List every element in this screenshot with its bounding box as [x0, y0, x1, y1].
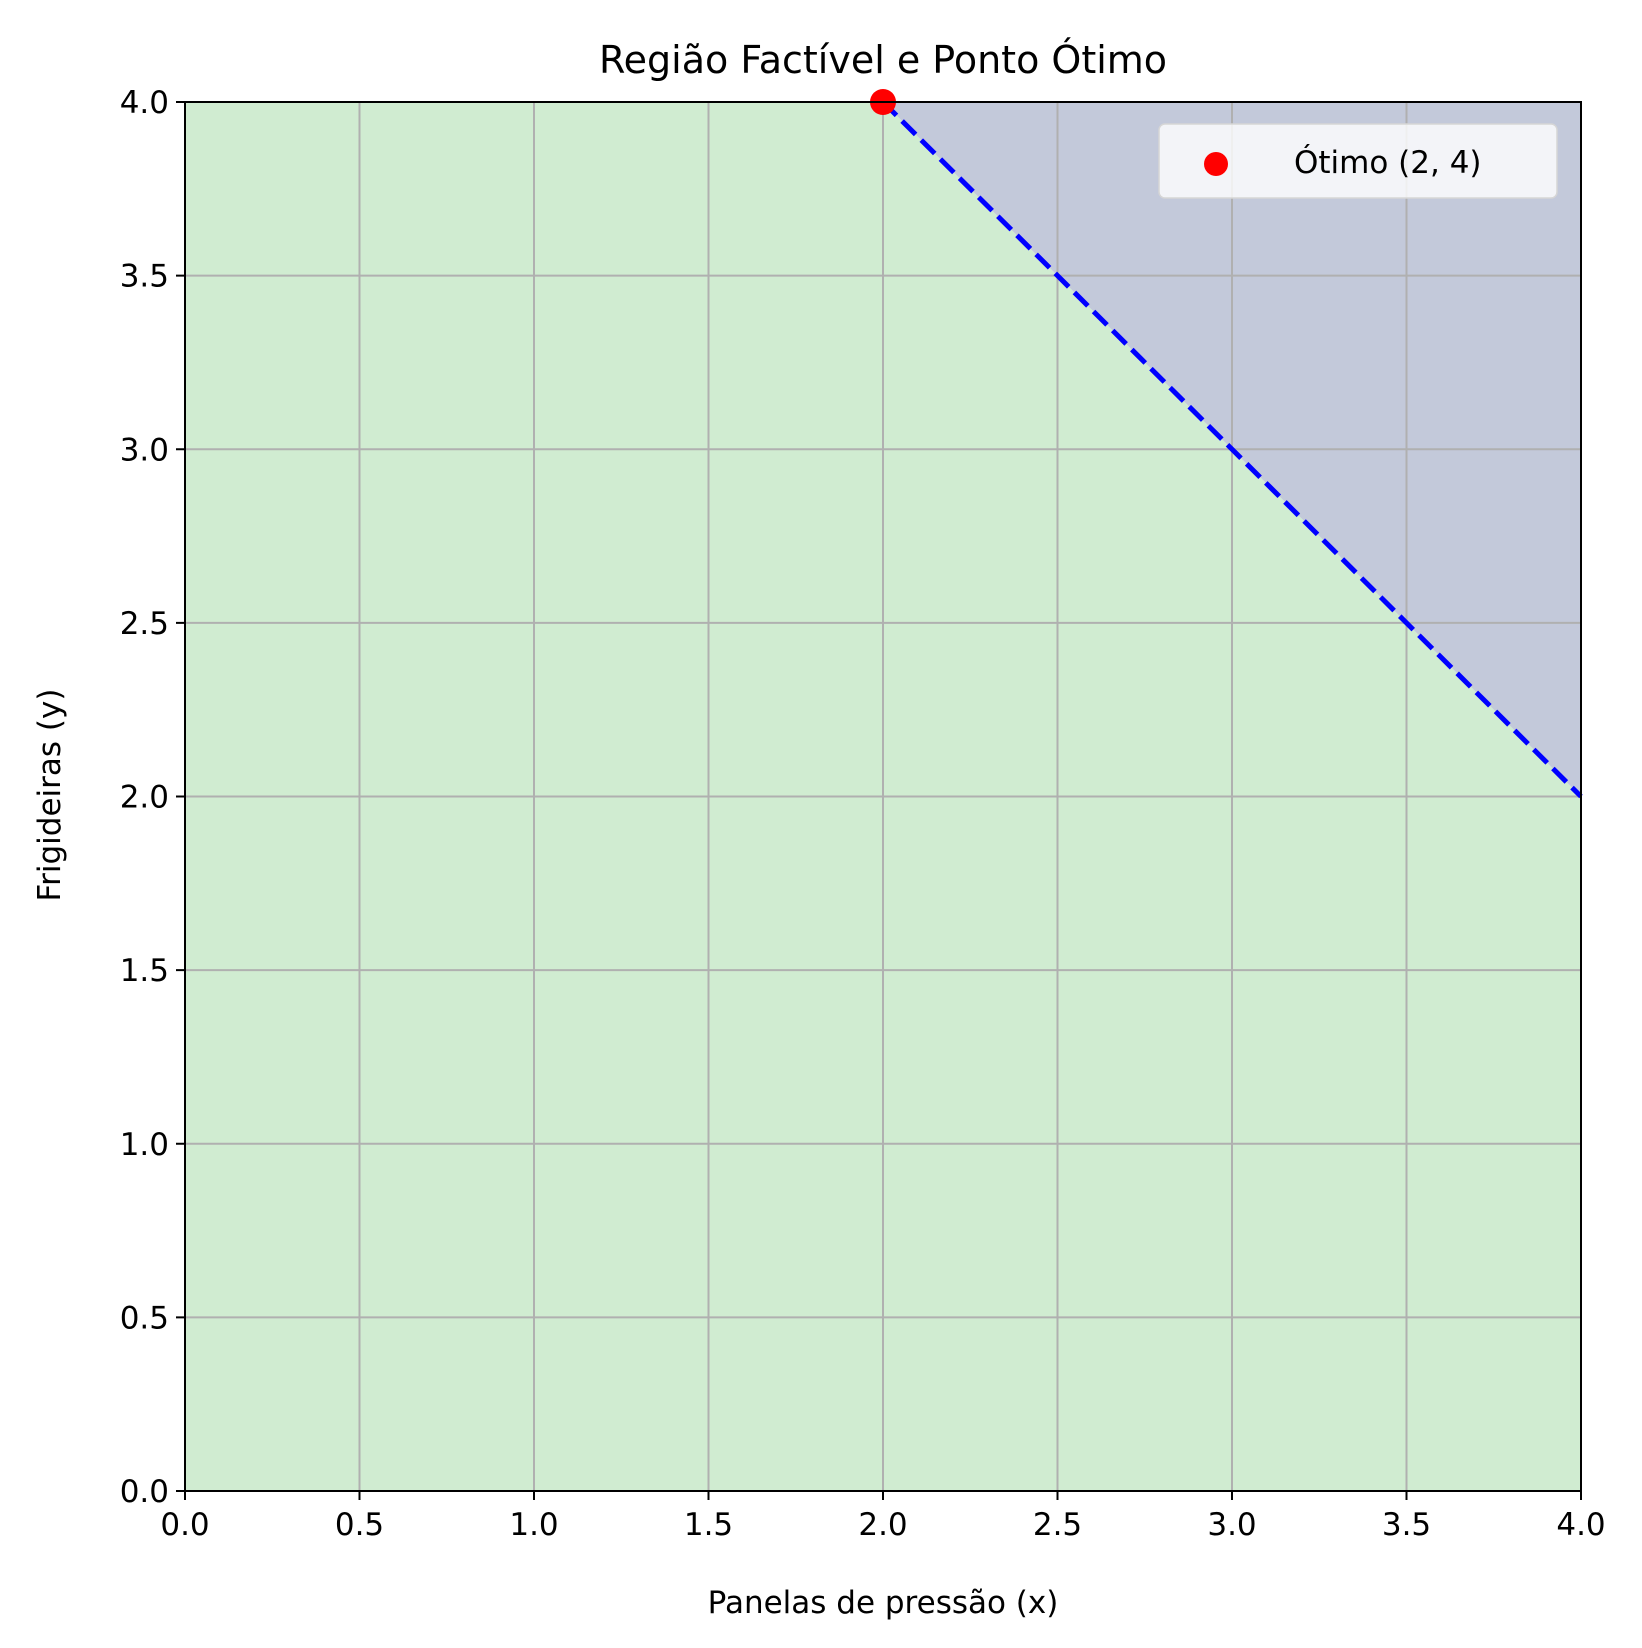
constraint-line-layer [881, 100, 1583, 799]
x-tick-label-1: 0.5 [335, 1507, 384, 1543]
y-tick-label-1: 0.5 [120, 1300, 169, 1336]
y-tick-label-3: 1.5 [120, 953, 169, 989]
y-tick-label-6: 3.0 [120, 432, 169, 468]
legend-box [1158, 123, 1558, 199]
y-tick-label-4: 2.0 [120, 780, 169, 816]
chart-title: Região Factível e Ponto Ótimo [599, 38, 1167, 82]
x-tick-label-2: 1.0 [509, 1507, 558, 1543]
x-tick-label-7: 3.5 [1382, 1507, 1431, 1543]
x-tick-label-5: 2.5 [1033, 1507, 1082, 1543]
y-axis-ticks: 0.0 0.5 1.0 1.5 2.0 2.5 3.0 3.5 4.0 [120, 85, 185, 1510]
y-tick-label-7: 3.5 [120, 259, 169, 295]
y-tick-label-8: 4.0 [120, 85, 169, 121]
x-tick-label-0: 0.0 [160, 1507, 209, 1543]
x-tick-label-6: 3.0 [1207, 1507, 1256, 1543]
y-tick-label-5: 2.5 [120, 606, 169, 642]
y-tick-label-0: 0.0 [120, 1474, 169, 1510]
legend: Ótimo (2, 4) [1158, 123, 1558, 199]
x-axis-ticks: 0.0 0.5 1.0 1.5 2.0 2.5 3.0 3.5 4.0 [160, 1491, 1606, 1543]
x-tick-label-8: 4.0 [1556, 1507, 1605, 1543]
legend-label: Ótimo (2, 4) [1294, 144, 1482, 181]
x-tick-label-3: 1.5 [684, 1507, 733, 1543]
constraint-line [881, 100, 1583, 799]
y-tick-label-2: 1.0 [120, 1127, 169, 1163]
x-tick-label-4: 2.0 [858, 1507, 907, 1543]
x-axis-label: Panelas de pressão (x) [708, 1585, 1059, 1621]
legend-marker [1204, 152, 1228, 176]
y-axis-label: Frigideiras (y) [32, 689, 68, 902]
